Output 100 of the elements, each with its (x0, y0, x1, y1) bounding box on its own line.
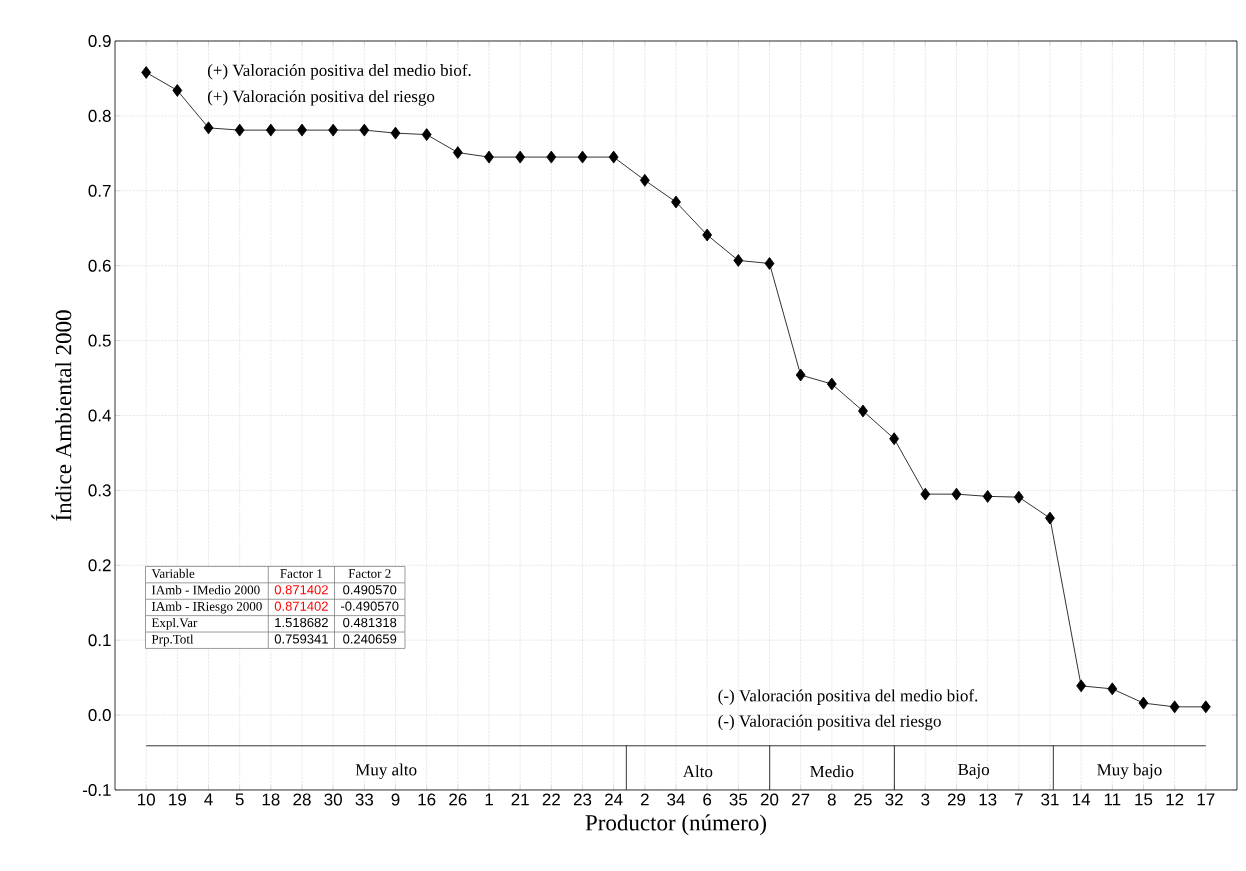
annotation: 0.481318 (343, 617, 397, 628)
x-tick-label: 14 (1072, 793, 1091, 806)
x-tick-label: 8 (827, 793, 836, 806)
annotation: -0.490570 (341, 601, 399, 611)
point (141, 66, 152, 79)
x-tick-label: 28 (293, 793, 311, 806)
point (421, 128, 432, 142)
point (452, 146, 463, 159)
y-tick-label: 0.3 (88, 484, 111, 497)
y-tick-label: 0.7 (88, 184, 111, 197)
point (203, 121, 214, 135)
x-tick-label: 24 (605, 793, 623, 806)
x-tick-label: 1 (485, 793, 493, 806)
annotation: Muy bajo (1097, 763, 1162, 779)
point (234, 123, 245, 137)
point (671, 195, 681, 209)
annotation: Medio (810, 765, 854, 778)
x-tick-label: 5 (235, 793, 244, 806)
annotation: Muy alto (355, 763, 417, 779)
annotation: (-) Valoración positiva del riesgo (718, 714, 941, 731)
point (546, 150, 557, 164)
x-tick-label: 12 (1166, 793, 1184, 806)
annotation: Bajo (958, 763, 990, 779)
annotation: Alto (682, 765, 713, 778)
annotation: 0.759341 (274, 634, 328, 644)
point (577, 150, 588, 164)
point (1013, 490, 1024, 504)
x-tick-label: 27 (792, 793, 810, 806)
x-tick-label: 32 (885, 793, 903, 806)
point (1169, 700, 1180, 714)
y-axis-title: Índice Ambiental 2000 (51, 310, 72, 521)
x-tick-label: 9 (391, 793, 400, 806)
point (889, 432, 900, 446)
point (920, 487, 931, 501)
annotation: Factor 1 (280, 569, 323, 578)
x-tick-label: 2 (640, 793, 649, 806)
annotation: Variable (151, 568, 195, 579)
annotation: (-) Valoración positiva del medio biof. (718, 689, 978, 705)
point (826, 377, 837, 391)
point (1138, 696, 1149, 710)
x-tick-label: 35 (729, 793, 748, 806)
point (297, 123, 307, 137)
point (1045, 511, 1055, 525)
y-tick-label: 0.0 (88, 709, 111, 722)
x-tick-label: 19 (169, 793, 186, 806)
x-tick-label: 20 (760, 793, 779, 806)
point (265, 123, 276, 137)
x-tick-label: 15 (1135, 793, 1153, 806)
annotation: IAmb - IMedio 2000 (151, 585, 260, 595)
x-tick-label: 16 (418, 793, 436, 806)
point (515, 150, 526, 164)
x-tick-label: 34 (667, 793, 685, 806)
x-tick-label: 3 (921, 793, 930, 806)
point (764, 257, 775, 270)
x-tick-label: 33 (355, 793, 374, 806)
x-tick-label: 7 (1014, 793, 1023, 806)
x-tick-label: 29 (947, 793, 966, 806)
point (1107, 682, 1118, 696)
point (639, 173, 650, 187)
point (951, 487, 962, 501)
point (390, 126, 401, 140)
x-tick-label: 23 (573, 793, 592, 806)
annotation: (+) Valoración positiva del medio biof. (207, 63, 471, 80)
x-tick-label: 22 (542, 793, 560, 806)
x-tick-label: 30 (324, 793, 342, 806)
y-tick-label: 0.5 (88, 334, 111, 347)
x-tick-label: 31 (1041, 793, 1059, 806)
point (702, 228, 713, 242)
y-tick-label: -0.1 (82, 783, 111, 797)
annotation: 0.240659 (343, 634, 397, 644)
point (359, 123, 370, 137)
x-tick-label: 4 (204, 793, 213, 806)
x-tick-label: 10 (138, 793, 155, 806)
annotation: Expl.Var (151, 618, 198, 630)
x-tick-label: 21 (511, 793, 529, 806)
point (733, 254, 744, 267)
annotation: 0.871402 (274, 601, 328, 611)
annotation: Factor 2 (348, 569, 391, 578)
annotation: IAmb - IRiesgo 2000 (151, 601, 262, 614)
point (484, 150, 494, 164)
x-axis-title: Productor (número) (585, 814, 766, 836)
y-tick-label: 0.8 (88, 109, 111, 122)
annotation: 1.518682 (275, 617, 328, 628)
x-tick-label: 6 (703, 793, 712, 806)
point (1200, 700, 1211, 714)
point (328, 123, 339, 137)
point (172, 84, 183, 97)
y-tick-label: 0.6 (88, 259, 111, 272)
annotation: 0.871402 (274, 585, 328, 595)
annotation: (+) Valoración positiva del riesgo (207, 90, 435, 106)
point (858, 404, 868, 418)
x-tick-label: 26 (449, 793, 467, 806)
y-tick-label: 0.4 (88, 409, 111, 422)
point (795, 368, 806, 382)
x-tick-label: 18 (262, 793, 280, 806)
annotation: Prp.Totl (151, 634, 194, 647)
point (608, 150, 619, 164)
x-tick-label: 17 (1197, 793, 1215, 806)
point (982, 489, 993, 503)
point (1076, 679, 1087, 693)
